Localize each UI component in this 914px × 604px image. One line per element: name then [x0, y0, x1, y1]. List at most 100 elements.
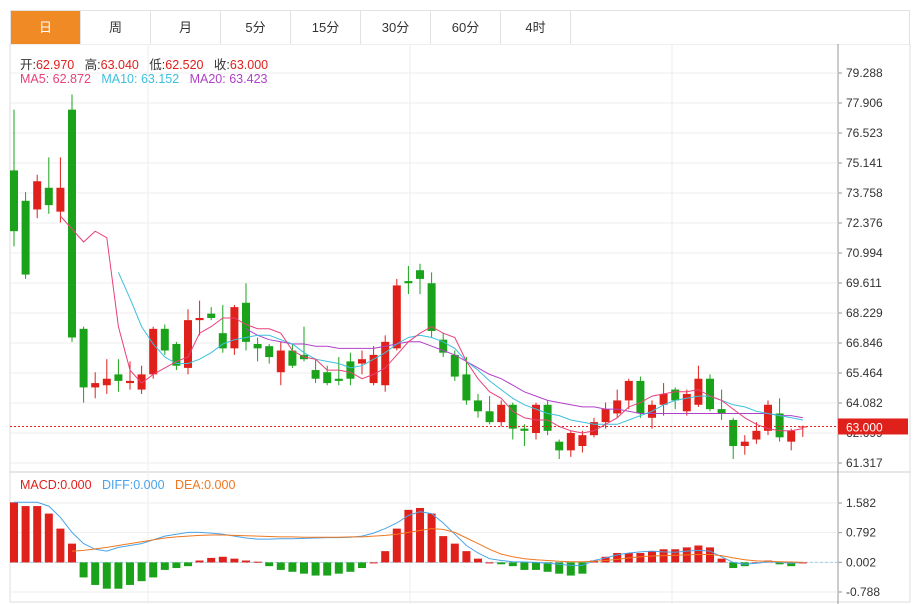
- chart-frame: [9, 43, 911, 603]
- tab-3[interactable]: 5分: [221, 11, 291, 44]
- candle-body: [764, 404, 772, 431]
- macd-bar: [427, 513, 436, 563]
- macd-bar: [775, 562, 784, 565]
- macd-bar: [578, 562, 587, 574]
- tab-1[interactable]: 周: [81, 11, 151, 44]
- macd-bar: [566, 562, 575, 576]
- macd-bar: [555, 562, 564, 574]
- candle-body: [44, 187, 53, 206]
- candle-body: [288, 350, 297, 366]
- candle-body: [532, 404, 540, 433]
- ma10-label: MA10:: [101, 72, 138, 86]
- macd-bar: [798, 562, 807, 564]
- macd-bar: [416, 507, 424, 563]
- candle-body: [590, 422, 598, 436]
- ma-readout: MA5: 62.872 MA10: 63.152 MA20: 63.423: [20, 72, 267, 86]
- macd-label: MACD:: [20, 478, 61, 492]
- y-tick-label: 79.288: [846, 66, 883, 80]
- y-tick-label: 64.082: [846, 396, 883, 410]
- candle-body: [56, 187, 65, 212]
- candle-body: [450, 354, 459, 377]
- ma5-label: MA5:: [20, 72, 50, 86]
- candle-body: [381, 341, 390, 386]
- y-tick-label: 77.906: [846, 96, 883, 110]
- candle-body: [787, 430, 796, 442]
- candle-body: [775, 413, 784, 438]
- y-tick-label: 72.376: [846, 216, 883, 230]
- macd-bar: [44, 513, 53, 563]
- macd-bar: [265, 562, 274, 567]
- candle-body: [416, 270, 424, 279]
- macd-bar: [671, 549, 680, 563]
- candle-body: [624, 380, 633, 401]
- tab-7[interactable]: 4时: [501, 11, 571, 44]
- macd-bar: [358, 562, 366, 569]
- candle-body: [91, 383, 100, 388]
- candle-body: [462, 374, 471, 401]
- y-tick-label: 68.229: [846, 306, 883, 320]
- macd-bar: [137, 562, 146, 582]
- macd-bar: [462, 551, 471, 563]
- macd-bar: [160, 562, 169, 570]
- candle-body: [578, 435, 587, 447]
- candle-body: [682, 393, 691, 412]
- macd-bar: [21, 506, 30, 563]
- ohlc-readout: 开:62.970 高:63.040 低:62.520 收:63.000: [20, 54, 268, 73]
- macd-bar: [184, 562, 192, 567]
- period-tabs: 日周月 5分 15分 30分 60分 4时: [10, 10, 910, 44]
- ma10-value: 63.152: [140, 72, 180, 86]
- tab-2[interactable]: 月: [151, 11, 221, 44]
- tab-0[interactable]: 日: [11, 11, 81, 44]
- dea-value: 0.000: [204, 478, 236, 492]
- macd-bar: [439, 536, 448, 563]
- tab-4[interactable]: 15分: [291, 11, 361, 44]
- macd-y-tick-label: 0.002: [846, 555, 876, 569]
- y-tick-label: 76.523: [846, 126, 883, 140]
- macd-bar: [68, 543, 76, 563]
- macd-bar: [369, 562, 378, 564]
- close-label: 收:: [213, 58, 230, 72]
- candle-body: [323, 372, 332, 384]
- macd-bar: [508, 562, 517, 567]
- macd-bar: [392, 528, 401, 563]
- candle-body: [242, 302, 250, 342]
- macd-bar: [787, 562, 796, 567]
- candle-body: [485, 411, 494, 423]
- candle-body: [68, 109, 76, 338]
- macd-bar: [346, 562, 355, 572]
- tab-6[interactable]: 60分: [431, 11, 501, 44]
- high-value: 63.040: [100, 58, 139, 72]
- candle-body: [474, 400, 482, 412]
- macd-bar: [207, 557, 216, 563]
- macd-y-tick-label: 0.792: [846, 526, 876, 540]
- macd-y-tick-label: 1.582: [846, 496, 876, 510]
- macd-bar: [276, 562, 285, 570]
- candle-body: [160, 328, 169, 351]
- macd-bar: [195, 560, 204, 563]
- y-tick-label: 70.994: [846, 246, 883, 260]
- macd-bar: [253, 561, 262, 563]
- macd-bar: [404, 509, 413, 563]
- macd-bar: [126, 562, 134, 585]
- macd-bar: [91, 562, 100, 585]
- candle-body: [253, 344, 262, 349]
- candle-body: [102, 378, 111, 386]
- tab-5[interactable]: 30分: [361, 11, 431, 44]
- candle-body: [207, 313, 216, 318]
- candle-body: [230, 307, 239, 349]
- macd-bar: [485, 562, 494, 564]
- dea-label: DEA:: [174, 478, 205, 492]
- candle-body: [137, 374, 146, 390]
- macd-bar: [230, 558, 239, 563]
- macd-bar: [242, 560, 250, 563]
- ma5-value: 62.872: [52, 72, 91, 86]
- ma10-line: [117, 272, 803, 425]
- macd-bar: [218, 556, 227, 563]
- candle-body: [729, 419, 738, 447]
- dea-line: [71, 528, 803, 563]
- macd-bar: [613, 553, 622, 563]
- macd-bar: [334, 562, 343, 574]
- current-price-tag: [838, 418, 908, 435]
- macd-bar: [717, 558, 726, 563]
